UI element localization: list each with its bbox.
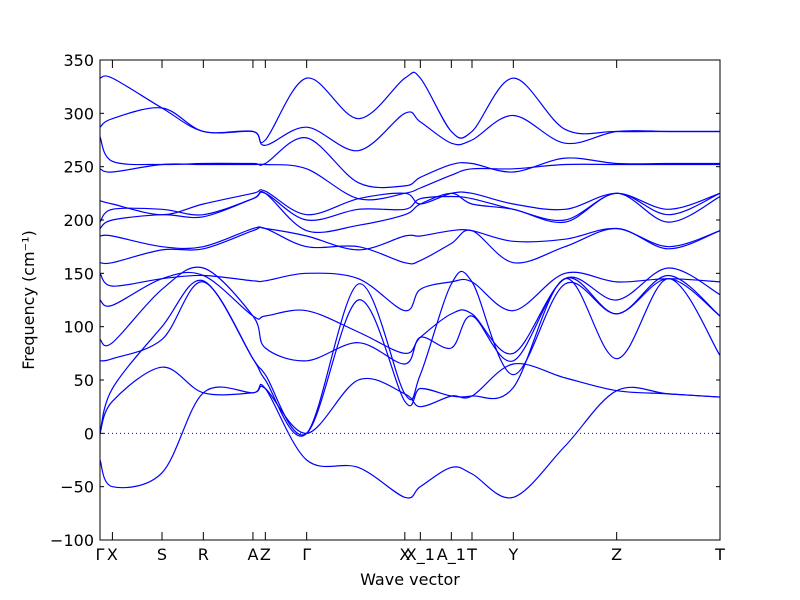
y-axis-ticks: −100 −50 0 50 100 150 200 250 300 350 [50, 51, 720, 550]
band-line-14 [99, 136, 720, 189]
band-line-1 [99, 383, 721, 499]
y-tick-label: −50 [60, 478, 94, 497]
band-line-3 [99, 278, 721, 436]
x-tick-label: S [157, 545, 167, 564]
x-tick-label: X [399, 545, 410, 564]
y-axis-label: Frequency (cm⁻¹) [19, 230, 38, 369]
x-tick-label: A_1 [437, 545, 466, 565]
x-tick-label: X [107, 545, 118, 564]
y-tick-label: 350 [63, 51, 94, 70]
y-tick-label: 150 [63, 264, 94, 283]
y-tick-label: 100 [63, 318, 94, 337]
x-tick-label: Y [507, 545, 518, 564]
x-tick-label: T [466, 545, 477, 564]
band-line-15 [99, 107, 720, 152]
band-line-9 [99, 226, 721, 251]
x-tick-label: Γ [302, 545, 311, 564]
x-tick-label: X_1 [406, 545, 435, 565]
y-tick-label: 0 [84, 424, 94, 443]
x-tick-label: Z [260, 545, 271, 564]
band-line-4 [99, 270, 721, 437]
y-tick-label: 50 [74, 371, 94, 390]
x-tick-label: Γ [96, 545, 105, 564]
y-tick-label: 250 [63, 158, 94, 177]
band-line-11 [99, 191, 721, 223]
plot-frame [99, 59, 721, 541]
band-line-5 [99, 266, 721, 365]
x-tick-label: A [247, 545, 258, 564]
band-series-group [99, 71, 721, 499]
x-axis-label: Wave vector [360, 570, 460, 589]
band-line-7 [99, 271, 721, 312]
band-line-8 [99, 226, 721, 265]
band-line-16 [99, 71, 720, 144]
band-line-10 [99, 190, 721, 234]
x-tick-label: T [714, 545, 725, 564]
band-line-2 [99, 362, 721, 434]
x-axis-ticks: Γ X S R A Z Γ XX_1 A_1 T Y Z T [96, 60, 725, 565]
band-line-6 [99, 267, 721, 355]
y-tick-label: 200 [63, 211, 94, 230]
x-tick-label: Z [611, 545, 622, 564]
x-tick-label: R [198, 545, 209, 564]
y-tick-label: −100 [50, 531, 94, 550]
y-tick-label: 300 [63, 104, 94, 123]
